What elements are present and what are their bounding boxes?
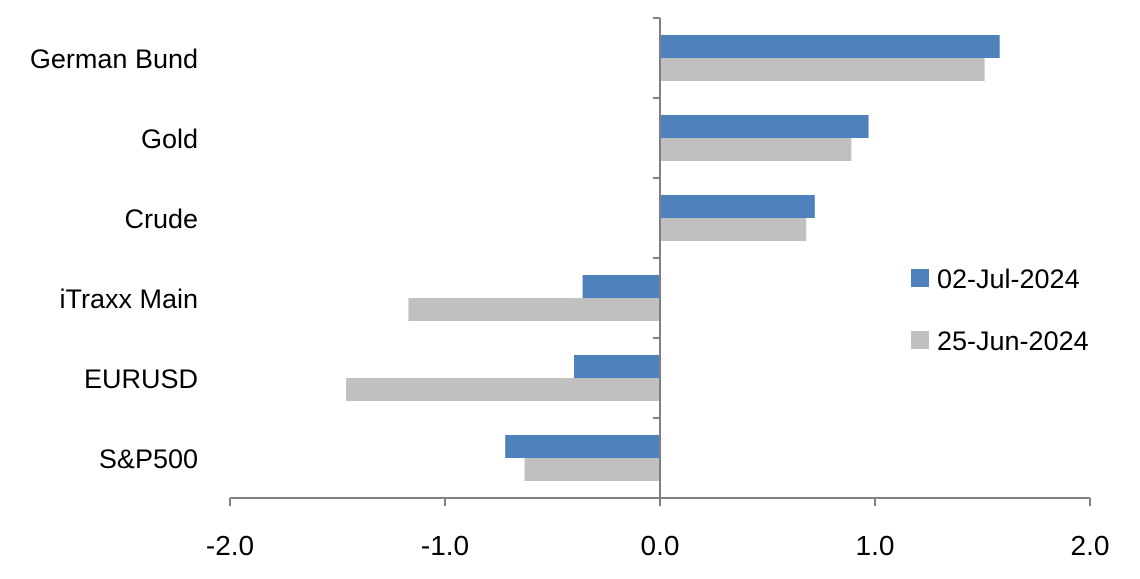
bar-series2 (660, 138, 852, 161)
bar-series2 (660, 218, 807, 241)
bar-series1 (505, 435, 660, 458)
category-label: German Bund (30, 44, 198, 74)
legend-swatch (911, 269, 929, 287)
x-tick-label: 0.0 (641, 530, 680, 561)
category-label: Crude (124, 204, 198, 234)
x-tick-label: -2.0 (206, 530, 254, 561)
bar-series2 (660, 58, 985, 81)
x-tick-label: 2.0 (1071, 530, 1110, 561)
bar-series2 (408, 298, 660, 321)
category-label: Gold (141, 124, 198, 154)
category-label: EURUSD (84, 364, 198, 394)
bar-series1 (582, 275, 660, 298)
legend-label: 25-Jun-2024 (937, 326, 1089, 356)
category-label: S&P500 (99, 444, 198, 474)
bar-series1 (574, 355, 660, 378)
x-tick-label: -1.0 (421, 530, 469, 561)
legend-label: 02-Jul-2024 (937, 264, 1080, 294)
category-label: iTraxx Main (59, 284, 198, 314)
bar-series1 (660, 115, 869, 138)
legend-swatch (911, 331, 929, 349)
bar-series1 (660, 35, 1000, 58)
bar-series1 (660, 195, 815, 218)
bar-series2 (524, 458, 660, 481)
x-tick-label: 1.0 (856, 530, 895, 561)
bar-series2 (346, 378, 660, 401)
